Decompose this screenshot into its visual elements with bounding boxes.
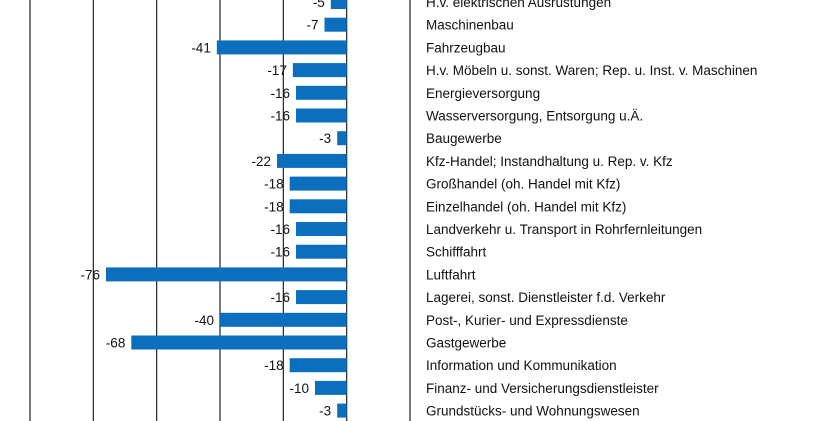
data-label: -18 [264, 177, 284, 192]
data-label: -41 [191, 40, 211, 55]
category-label: Gastgewerbe [426, 336, 506, 351]
category-label: Schifffahrt [426, 245, 487, 260]
bar [296, 222, 347, 236]
bar [289, 176, 347, 191]
category-label: Kfz-Handel; Instandhaltung u. Rep. v. Kf… [426, 154, 673, 169]
category-label: Information und Kommunikation [426, 358, 617, 373]
category-label: Maschinenbau [426, 18, 514, 33]
category-label: Lagerei, sonst. Dienstleister f.d. Verke… [426, 290, 666, 305]
bar [337, 403, 347, 418]
data-label: -76 [80, 267, 100, 282]
category-label: Energieversorgung [426, 86, 540, 101]
bars [106, 0, 347, 418]
bar [131, 335, 347, 350]
data-label: -5 [313, 0, 325, 10]
data-label: -7 [306, 18, 318, 33]
bar [216, 40, 347, 55]
data-label: -22 [251, 154, 271, 169]
data-label: -18 [264, 199, 284, 214]
category-label: Grundstücks- und Wohnungswesen [426, 404, 640, 419]
data-label: -17 [267, 63, 287, 78]
bar [277, 153, 347, 168]
data-label: -3 [319, 131, 331, 146]
data-label: -10 [289, 381, 309, 396]
data-label: -16 [270, 86, 290, 101]
bar [292, 63, 347, 78]
bar [296, 85, 347, 100]
data-label: -16 [270, 222, 290, 237]
bar [315, 380, 347, 395]
data-label: -18 [264, 358, 284, 373]
data-label: -16 [270, 245, 290, 260]
bar [296, 244, 347, 259]
bar [289, 358, 347, 373]
category-label: Finanz- und Versicherungsdienstleister [426, 381, 659, 396]
category-label: Post-, Kurier- und Expressdienste [426, 313, 628, 328]
bar [296, 108, 347, 123]
category-label: Landverkehr u. Transport in Rohrfernleit… [426, 222, 702, 237]
data-label: -40 [194, 313, 214, 328]
category-label: Wasserversorgung, Entsorgung u.Ä. [426, 109, 643, 124]
category-label: H.v. Möbeln u. sonst. Waren; Rep. u. Ins… [426, 63, 757, 78]
gridlines [29, 0, 411, 421]
category-labels: -5 H.v. elektrischen Ausrüstungen -7 Maschi… [80, 0, 757, 419]
category-label: Fahrzeugbau [426, 40, 506, 55]
bar [106, 267, 347, 282]
bar [324, 17, 347, 32]
data-label: -3 [319, 404, 331, 419]
data-label: -16 [270, 109, 290, 124]
category-label: Baugewerbe [426, 131, 502, 146]
bar [296, 290, 347, 305]
category-label: H.v. elektrischen Ausrüstungen [426, 0, 611, 10]
category-label: Einzelhandel (oh. Handel mit Kfz) [426, 199, 626, 214]
bar [330, 0, 347, 9]
data-label: -16 [270, 290, 290, 305]
bar [337, 131, 347, 146]
category-label: Großhandel (oh. Handel mit Kfz) [426, 177, 620, 192]
bar [289, 199, 347, 214]
bar [220, 312, 347, 327]
data-label: -68 [106, 336, 126, 351]
category-label: Luftfahrt [426, 267, 476, 282]
